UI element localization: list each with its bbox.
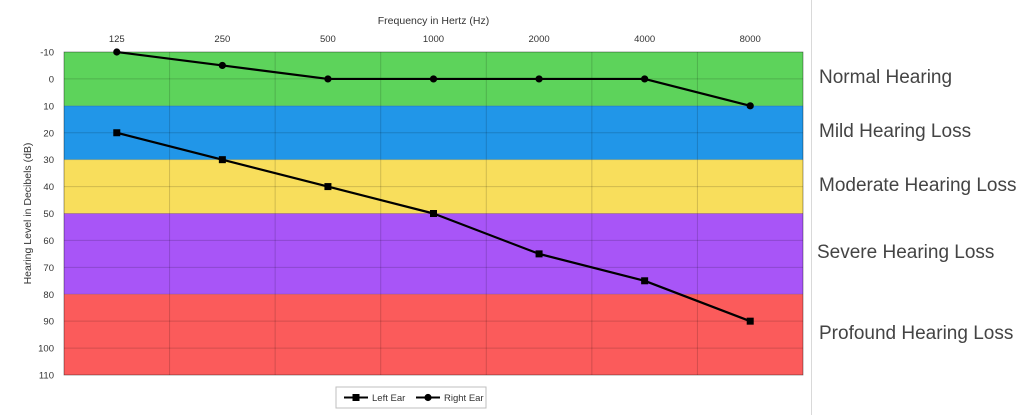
legend: Left Ear Right Ear xyxy=(335,386,487,409)
legend-label-1: Right Ear xyxy=(444,393,484,404)
series-0-point-6 xyxy=(746,317,754,325)
x-tick-4000: 4000 xyxy=(634,34,655,45)
series-0-point-0 xyxy=(113,129,121,137)
x-axis-title: Frequency in Hertz (Hz) xyxy=(378,15,489,27)
audiogram-chart: 125 250 500 1000 2000 4000 8000 -10 0 10 20 30 40 50… xyxy=(22,15,804,409)
y-tick-2: 10 xyxy=(43,101,54,112)
legend-label-0: Left Ear xyxy=(372,393,405,404)
y-tick-1: 0 xyxy=(49,74,54,85)
y-tick-8: 70 xyxy=(43,263,54,274)
series-0-point-1 xyxy=(218,156,226,164)
zone-label-profound: Profound Hearing Loss xyxy=(819,322,1014,344)
y-tick-3: 20 xyxy=(43,128,54,139)
hearing-bands xyxy=(64,52,803,375)
y-tick-9: 80 xyxy=(43,290,54,301)
y-tick-7: 60 xyxy=(43,236,54,247)
band-4 xyxy=(64,294,803,375)
chart-area: 125 250 500 1000 2000 4000 8000 -10 0 10 20 30 40 50… xyxy=(22,0,812,415)
series-0-point-2 xyxy=(324,183,332,191)
legend-marker-1 xyxy=(424,393,432,402)
y-tick-5: 40 xyxy=(43,182,54,193)
x-tick-125: 125 xyxy=(109,34,125,45)
series-1-point-6 xyxy=(746,102,754,110)
y-tick-labels: -10 0 10 20 30 40 50 60 70 80 90 100 110 xyxy=(38,48,54,382)
zone-label-moderate: Moderate Hearing Loss xyxy=(819,174,1017,196)
x-tick-250: 250 xyxy=(214,34,230,45)
zone-label-severe: Severe Hearing Loss xyxy=(817,241,995,263)
series-1-point-3 xyxy=(429,75,438,83)
series-0-point-5 xyxy=(641,277,649,285)
y-tick-12: 110 xyxy=(39,371,54,382)
plot-border xyxy=(63,51,804,376)
band-2 xyxy=(64,159,803,214)
y-axis-title: Hearing Level in Decibels (dB) xyxy=(22,143,34,285)
series-1-point-4 xyxy=(535,75,543,83)
y-tick-10: 90 xyxy=(43,317,54,328)
x-tick-2000: 2000 xyxy=(529,34,550,45)
x-tick-8000: 8000 xyxy=(740,34,761,45)
band-3 xyxy=(64,213,803,295)
x-tick-1000: 1000 xyxy=(423,34,444,45)
x-tick-labels: 125 250 500 1000 2000 4000 8000 xyxy=(109,34,761,45)
y-tick-0: -10 xyxy=(40,48,54,59)
zone-label-mild: Mild Hearing Loss xyxy=(819,120,972,142)
zone-label-normal: Normal Hearing xyxy=(819,66,953,88)
series-1-point-2 xyxy=(324,75,332,83)
legend-box xyxy=(335,386,487,409)
y-tick-11: 100 xyxy=(38,344,54,355)
series-lines xyxy=(113,48,754,325)
legend-marker-0 xyxy=(352,394,360,401)
series-1-point-5 xyxy=(641,75,649,83)
series-1-point-0 xyxy=(113,48,121,56)
series-0-point-4 xyxy=(535,250,543,258)
series-0-point-3 xyxy=(430,210,437,217)
y-tick-6: 50 xyxy=(43,209,54,220)
x-tick-500: 500 xyxy=(320,34,336,45)
y-tick-4: 30 xyxy=(43,155,54,166)
series-1-point-1 xyxy=(218,61,226,70)
